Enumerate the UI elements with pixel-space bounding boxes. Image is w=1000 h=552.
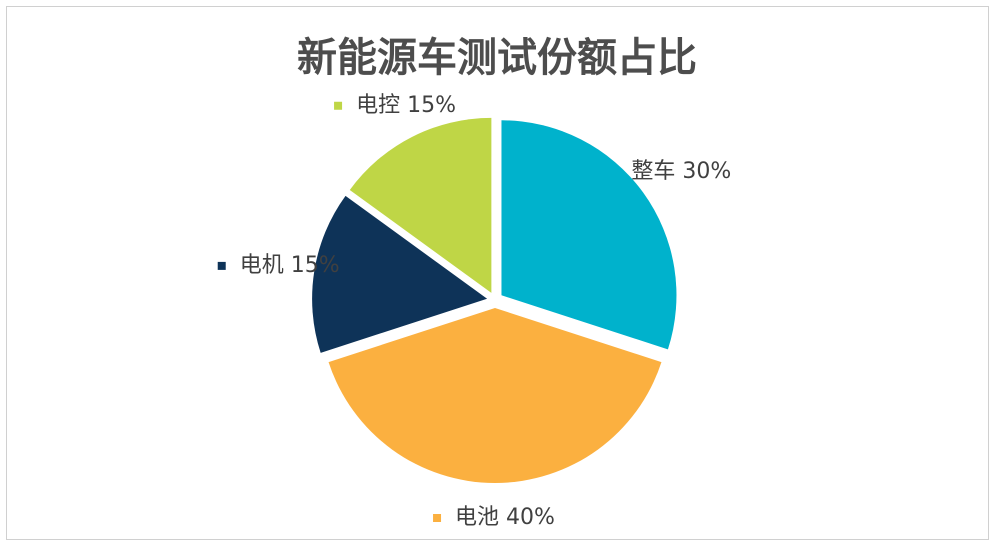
category-label: 整车	[631, 159, 675, 184]
category-label: 电机	[240, 253, 284, 278]
data-label: 电池 40%	[455, 505, 555, 530]
pie-slice	[328, 308, 662, 483]
category-label: 电池	[455, 505, 499, 530]
value-label: 40%	[506, 505, 555, 530]
data-label: 电控 15%	[356, 93, 456, 118]
legend-marker	[609, 167, 618, 176]
data-label: 整车 30%	[631, 159, 731, 184]
value-label: 30%	[682, 159, 731, 184]
category-label: 电控	[356, 93, 400, 118]
legend-marker	[433, 514, 442, 522]
pie-slice	[349, 117, 492, 293]
legend-marker	[217, 261, 226, 270]
value-label: 15%	[407, 93, 456, 118]
data-label: 电机 15%	[240, 253, 340, 278]
legend-marker	[334, 101, 343, 110]
chart-title: 新能源车测试份额占比	[297, 35, 697, 81]
pie-slice	[312, 195, 488, 353]
value-label: 15%	[291, 253, 340, 278]
pie-slice	[501, 120, 677, 350]
